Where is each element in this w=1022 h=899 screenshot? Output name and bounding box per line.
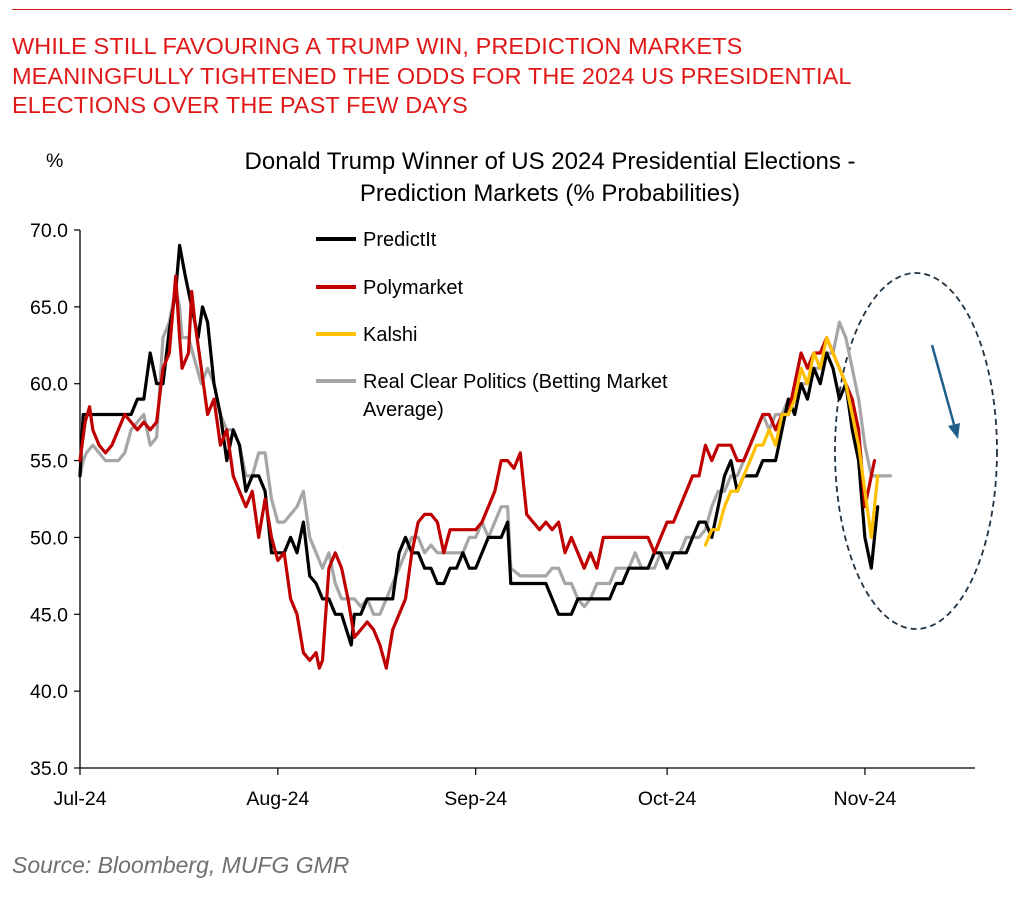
y-tick-label: 70.0 xyxy=(30,220,68,242)
legend-label-kalshi: Kalshi xyxy=(363,324,417,346)
x-tick-label: Nov-24 xyxy=(834,788,897,810)
headline: WHILE STILL FAVOURING A TRUMP WIN, PREDI… xyxy=(12,32,1002,121)
y-tick-label: 35.0 xyxy=(30,758,68,780)
chart-title-line-1: Donald Trump Winner of US 2024 President… xyxy=(245,148,856,175)
x-tick-label: Oct-24 xyxy=(638,788,697,810)
y-ticks: 35.0 40.0 45.0 50.0 55.0 60.0 65.0 70.0 xyxy=(30,220,80,780)
chart-title: Donald Trump Winner of US 2024 President… xyxy=(245,148,856,207)
headline-line-2: MEANINGFULLY TIGHTENED THE ODDS FOR THE … xyxy=(12,62,852,89)
highlight-ellipse xyxy=(834,272,998,630)
series-line-rcp xyxy=(78,286,893,616)
down-arrow-head xyxy=(948,423,960,439)
legend-label-rcp-line-2: Average) xyxy=(363,399,444,421)
series-line-polymarket xyxy=(78,274,877,670)
series-lines xyxy=(78,243,893,670)
x-tick-label: Sep-24 xyxy=(444,788,507,810)
headline-line-3: ELECTIONS OVER THE PAST FEW DAYS xyxy=(12,92,468,118)
y-tick-label: 60.0 xyxy=(30,374,68,396)
x-ticks: Jul-24 Aug-24 Sep-24 Oct-24 Nov-24 xyxy=(53,768,897,810)
source-note: Source: Bloomberg, MUFG GMR xyxy=(12,852,350,878)
series-line-predictit xyxy=(78,243,880,647)
x-tick-label: Aug-24 xyxy=(246,788,309,810)
legend: PredictIt Polymarket Kalshi Real Clear P… xyxy=(316,229,673,421)
chart-title-line-2: Prediction Markets (% Probabilities) xyxy=(360,180,740,207)
headline-line-1: WHILE STILL FAVOURING A TRUMP WIN, PREDI… xyxy=(12,33,743,59)
axes: 35.0 40.0 45.0 50.0 55.0 60.0 65.0 70.0 Jul-24 A… xyxy=(30,220,975,810)
legend-label-rcp: Real Clear Politics (Betting Market Aver… xyxy=(363,371,673,421)
down-arrow xyxy=(930,344,957,429)
y-tick-label: 65.0 xyxy=(30,297,68,319)
top-rule xyxy=(12,9,1012,10)
y-tick-label: 45.0 xyxy=(30,604,68,626)
annotations xyxy=(834,272,998,630)
y-axis-unit-label: % xyxy=(46,150,63,172)
x-tick-label: Jul-24 xyxy=(53,788,106,810)
series-line-kalshi xyxy=(703,336,880,547)
y-tick-label: 55.0 xyxy=(30,451,68,473)
legend-label-predictit: PredictIt xyxy=(363,229,437,251)
y-tick-label: 40.0 xyxy=(30,681,68,703)
legend-label-rcp-line-1: Real Clear Politics (Betting Market xyxy=(363,371,668,393)
legend-label-polymarket: Polymarket xyxy=(363,277,463,299)
y-tick-label: 50.0 xyxy=(30,527,68,549)
